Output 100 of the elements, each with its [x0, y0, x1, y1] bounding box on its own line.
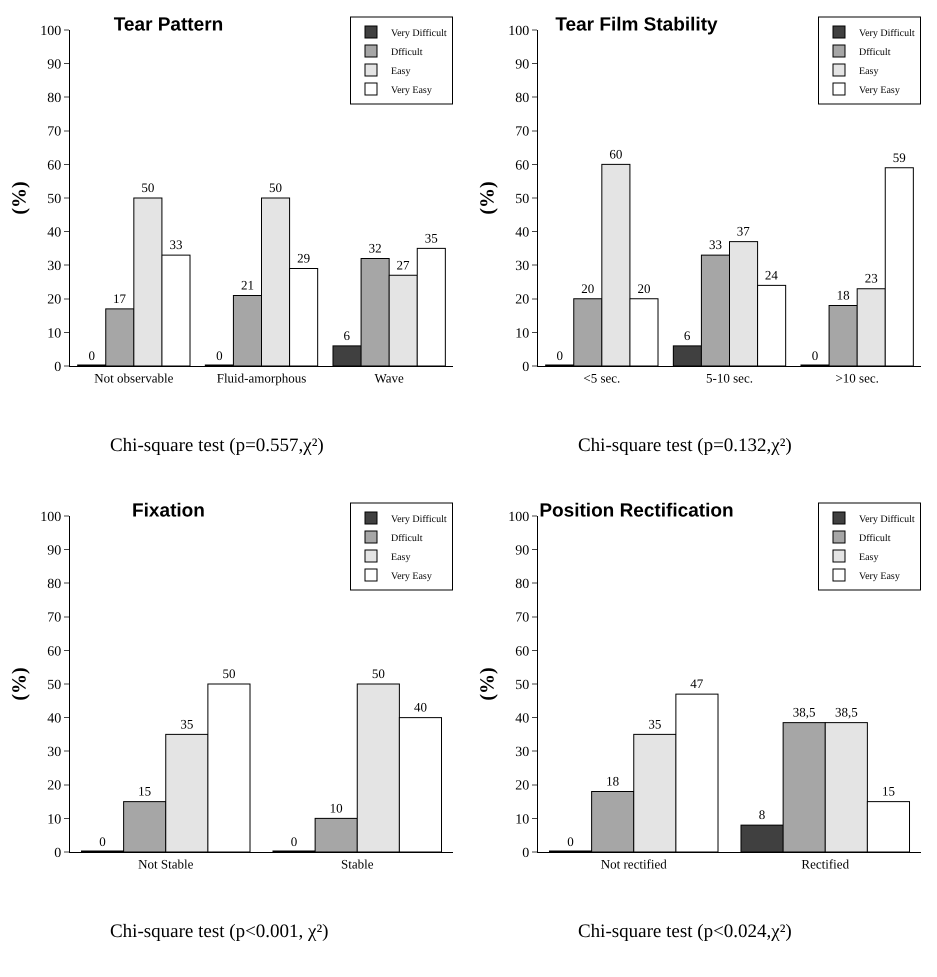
y-tick-label: 90 [47, 58, 62, 72]
data-label: 15 [882, 784, 895, 799]
data-label: 60 [609, 146, 622, 162]
data-label: 10 [330, 800, 343, 816]
data-label: 38,5 [834, 704, 858, 720]
data-label: 0 [556, 348, 563, 363]
text: Chi-square test (p<0.024,χ²) [578, 921, 792, 942]
y-tick-label: 80 [47, 91, 62, 106]
y-tick-label: 70 [515, 610, 530, 626]
x-tick-label: Wave [374, 370, 404, 386]
legend-label: Very Difficult [391, 28, 447, 39]
x-tick-label: Not rectified [600, 856, 668, 872]
y-tick-label: 60 [47, 644, 62, 660]
y-tick-label: 50 [47, 678, 62, 693]
legend-label: Easy [859, 552, 878, 563]
y-tick-label: 0 [522, 846, 530, 861]
y-tick-label: 50 [515, 192, 530, 207]
x-tick-label: >10 sec. [835, 370, 879, 386]
y-tick-label: 20 [47, 778, 62, 794]
y-tick-label: 100 [508, 24, 530, 39]
y-tick-label: 30 [47, 259, 62, 274]
data-label: 0 [99, 834, 106, 849]
legend-label: Very Easy [391, 84, 432, 96]
legend-label: Very Easy [391, 570, 432, 582]
data-label: 47 [690, 676, 704, 692]
data-label: 35 [424, 230, 438, 246]
x-tick-label: Not observable [94, 370, 174, 386]
y-tick-label: 10 [47, 812, 62, 828]
y-tick-label: 100 [508, 510, 530, 525]
data-label: 35 [180, 716, 194, 732]
x-tick-label: Fluid-amorphous [216, 370, 306, 386]
data-label: 27 [396, 257, 410, 272]
y-axis-title: (%) [476, 667, 499, 701]
y-tick-label: 60 [515, 644, 530, 660]
data-label: 38,5 [792, 704, 816, 720]
y-tick-label: 80 [515, 91, 530, 106]
data-label: 8 [758, 807, 766, 822]
chart-title: Position Rectification [539, 500, 734, 522]
data-label: 0 [567, 834, 574, 849]
legend-label: Dfficult [859, 532, 891, 544]
x-tick-label: <5 sec. [583, 370, 620, 386]
y-tick-label: 20 [47, 292, 62, 308]
y-tick-label: 20 [515, 292, 530, 308]
data-label: 40 [414, 700, 427, 715]
data-label: 18 [606, 774, 620, 789]
data-label: 35 [648, 716, 662, 732]
data-label: 24 [764, 267, 778, 282]
y-tick-label: 0 [522, 360, 530, 375]
y-tick-label: 30 [47, 745, 62, 760]
y-tick-label: 30 [515, 745, 530, 760]
data-label: 6 [684, 328, 691, 343]
y-axis-title: (%) [8, 181, 31, 215]
data-label: 0 [812, 348, 818, 363]
data-label: 0 [290, 834, 298, 849]
data-label: 20 [581, 280, 594, 296]
data-label: 15 [138, 784, 152, 799]
y-tick-label: 80 [515, 577, 530, 592]
y-tick-label: 90 [515, 58, 530, 72]
x-tick-label: Stable [341, 856, 374, 872]
y-tick-label: 50 [515, 678, 530, 693]
legend-label: Dfficult [391, 532, 423, 544]
data-label: 18 [836, 288, 850, 303]
text: Chi-square test (p=0.557,χ²) [110, 435, 324, 456]
data-label: 50 [372, 666, 385, 681]
y-tick-label: 70 [47, 124, 62, 140]
data-label: 59 [892, 150, 906, 165]
y-tick-label: 40 [47, 712, 62, 726]
y-tick-label: 90 [47, 544, 62, 558]
y-tick-label: 100 [40, 510, 62, 525]
y-tick-label: 70 [47, 610, 62, 626]
legend-label: Easy [391, 66, 410, 77]
legend-label: Very Difficult [859, 28, 915, 39]
y-tick-label: 60 [47, 158, 62, 174]
y-axis-title: (%) [476, 181, 499, 215]
data-label: 6 [344, 328, 351, 343]
data-label: 23 [864, 270, 878, 286]
y-tick-label: 80 [47, 577, 62, 592]
x-tick-label: Not Stable [138, 856, 194, 872]
legend-label: Very Difficult [391, 514, 447, 525]
y-tick-label: 50 [47, 192, 62, 207]
y-tick-label: 40 [515, 226, 530, 240]
legend-label: Dfficult [859, 46, 891, 58]
data-label: 29 [297, 250, 310, 266]
data-label: 21 [240, 277, 254, 292]
legend-label: Dfficult [391, 46, 423, 58]
data-label: 0 [216, 348, 223, 363]
chart-title: Tear Film Stability [555, 14, 718, 36]
legend-label: Very Difficult [859, 514, 915, 525]
y-tick-label: 40 [515, 712, 530, 726]
y-tick-label: 30 [515, 259, 530, 274]
y-tick-label: 0 [54, 846, 62, 861]
data-label: 50 [222, 666, 236, 681]
chart-title: Tear Pattern [114, 14, 224, 36]
y-tick-label: 40 [47, 226, 62, 240]
x-tick-label: Rectified [801, 856, 850, 872]
data-label: 0 [88, 348, 95, 363]
text: Chi-square test (p<0.001, χ²) [110, 921, 328, 942]
y-axis-title: (%) [8, 667, 31, 701]
y-tick-label: 0 [54, 360, 62, 375]
legend-label: Very Easy [859, 570, 900, 582]
